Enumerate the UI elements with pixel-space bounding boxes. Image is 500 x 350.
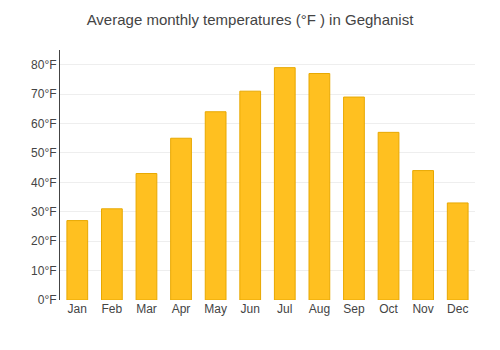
svg-text:Oct: Oct bbox=[379, 302, 398, 316]
svg-text:80°F: 80°F bbox=[31, 58, 56, 72]
svg-text:60°F: 60°F bbox=[31, 117, 56, 131]
svg-text:Average monthly temperatures (: Average monthly temperatures (°F ) in Ge… bbox=[87, 11, 415, 28]
svg-text:Aug: Aug bbox=[309, 302, 330, 316]
svg-text:10°F: 10°F bbox=[31, 264, 56, 278]
svg-text:50°F: 50°F bbox=[31, 146, 56, 160]
svg-text:May: May bbox=[204, 302, 227, 316]
svg-text:30°F: 30°F bbox=[31, 205, 56, 219]
svg-text:20°F: 20°F bbox=[31, 234, 56, 248]
svg-text:70°F: 70°F bbox=[31, 87, 56, 101]
svg-text:Apr: Apr bbox=[172, 302, 191, 316]
svg-text:Mar: Mar bbox=[136, 302, 157, 316]
svg-text:0°F: 0°F bbox=[38, 293, 57, 307]
svg-text:Jul: Jul bbox=[277, 302, 292, 316]
svg-text:Dec: Dec bbox=[447, 302, 468, 316]
svg-text:Jun: Jun bbox=[241, 302, 260, 316]
svg-text:Jan: Jan bbox=[68, 302, 87, 316]
svg-text:Sep: Sep bbox=[343, 302, 365, 316]
svg-text:Feb: Feb bbox=[102, 302, 123, 316]
svg-text:40°F: 40°F bbox=[31, 176, 56, 190]
svg-text:Nov: Nov bbox=[412, 302, 433, 316]
